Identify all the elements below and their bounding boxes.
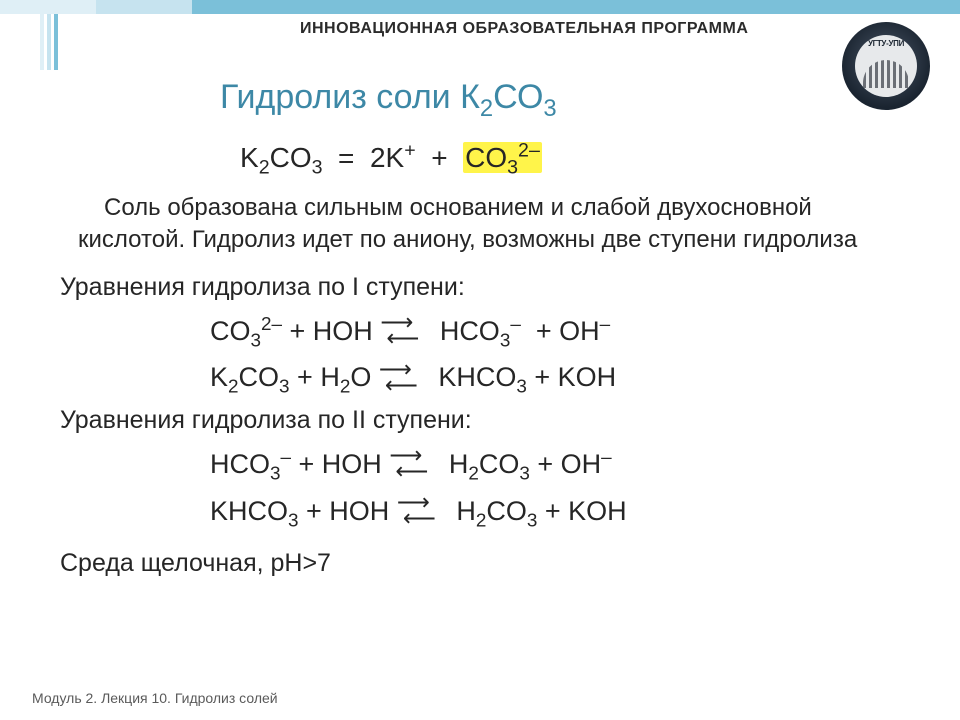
footer-text: Модуль 2. Лекция 10. Гидролиз солей [32,690,278,706]
stage1-equations: CO32– + HOH ⟶⟵ HCO3– + OH– K2CO3 + H2O ⟶… [210,310,900,402]
logo: УГТУ-УПИ [842,22,930,110]
dissociation-eq: K2CO3 = 2K+ + CO32– [240,140,900,180]
stage2-label: Уравнения гидролиза по II ступени: [60,406,900,435]
stage2-equations: HCO3– + HOH ⟶⟵ H2CO3 + OH– KHCO3 + HOH ⟶… [210,443,900,535]
dissoc-ion1: 2K+ [370,142,416,173]
stage2-ionic: HCO3– + HOH ⟶⟵ H2CO3 + OH– [210,443,900,489]
logo-label: УГТУ-УПИ [855,39,917,48]
equilibrium-arrow-icon: ⟶⟵ [380,319,432,346]
stage1-molecular: K2CO3 + H2O ⟶⟵ KHCO3 + KOH [210,357,900,402]
equilibrium-arrow-icon: ⟶⟵ [379,366,431,393]
content-area: K2CO3 = 2K+ + CO32– Соль образована силь… [60,140,900,578]
equilibrium-arrow-icon: ⟶⟵ [397,499,449,526]
stage2-molecular: KHCO3 + HOH ⟶⟵ H2CO3 + KOH [210,491,900,536]
side-stripe [40,14,58,70]
program-header: ИННОВАЦИОННАЯ ОБРАЗОВАТЕЛЬНАЯ ПРОГРАММА [300,20,748,38]
dissoc-lhs: K2CO3 [240,142,323,173]
top-stripe [0,0,960,14]
environment-line: Среда щелочная, pH>7 [60,549,900,578]
slide-title: Гидролиз соли К2СО3 [220,78,557,123]
description-paragraph: Соль образована сильным основанием и сла… [78,192,900,257]
stage1-ionic: CO32– + HOH ⟶⟵ HCO3– + OH– [210,310,900,356]
dissoc-ion2-highlighted: CO32– [463,142,542,173]
equilibrium-arrow-icon: ⟶⟵ [389,452,441,479]
stage1-label: Уравнения гидролиза по I ступени: [60,273,900,302]
